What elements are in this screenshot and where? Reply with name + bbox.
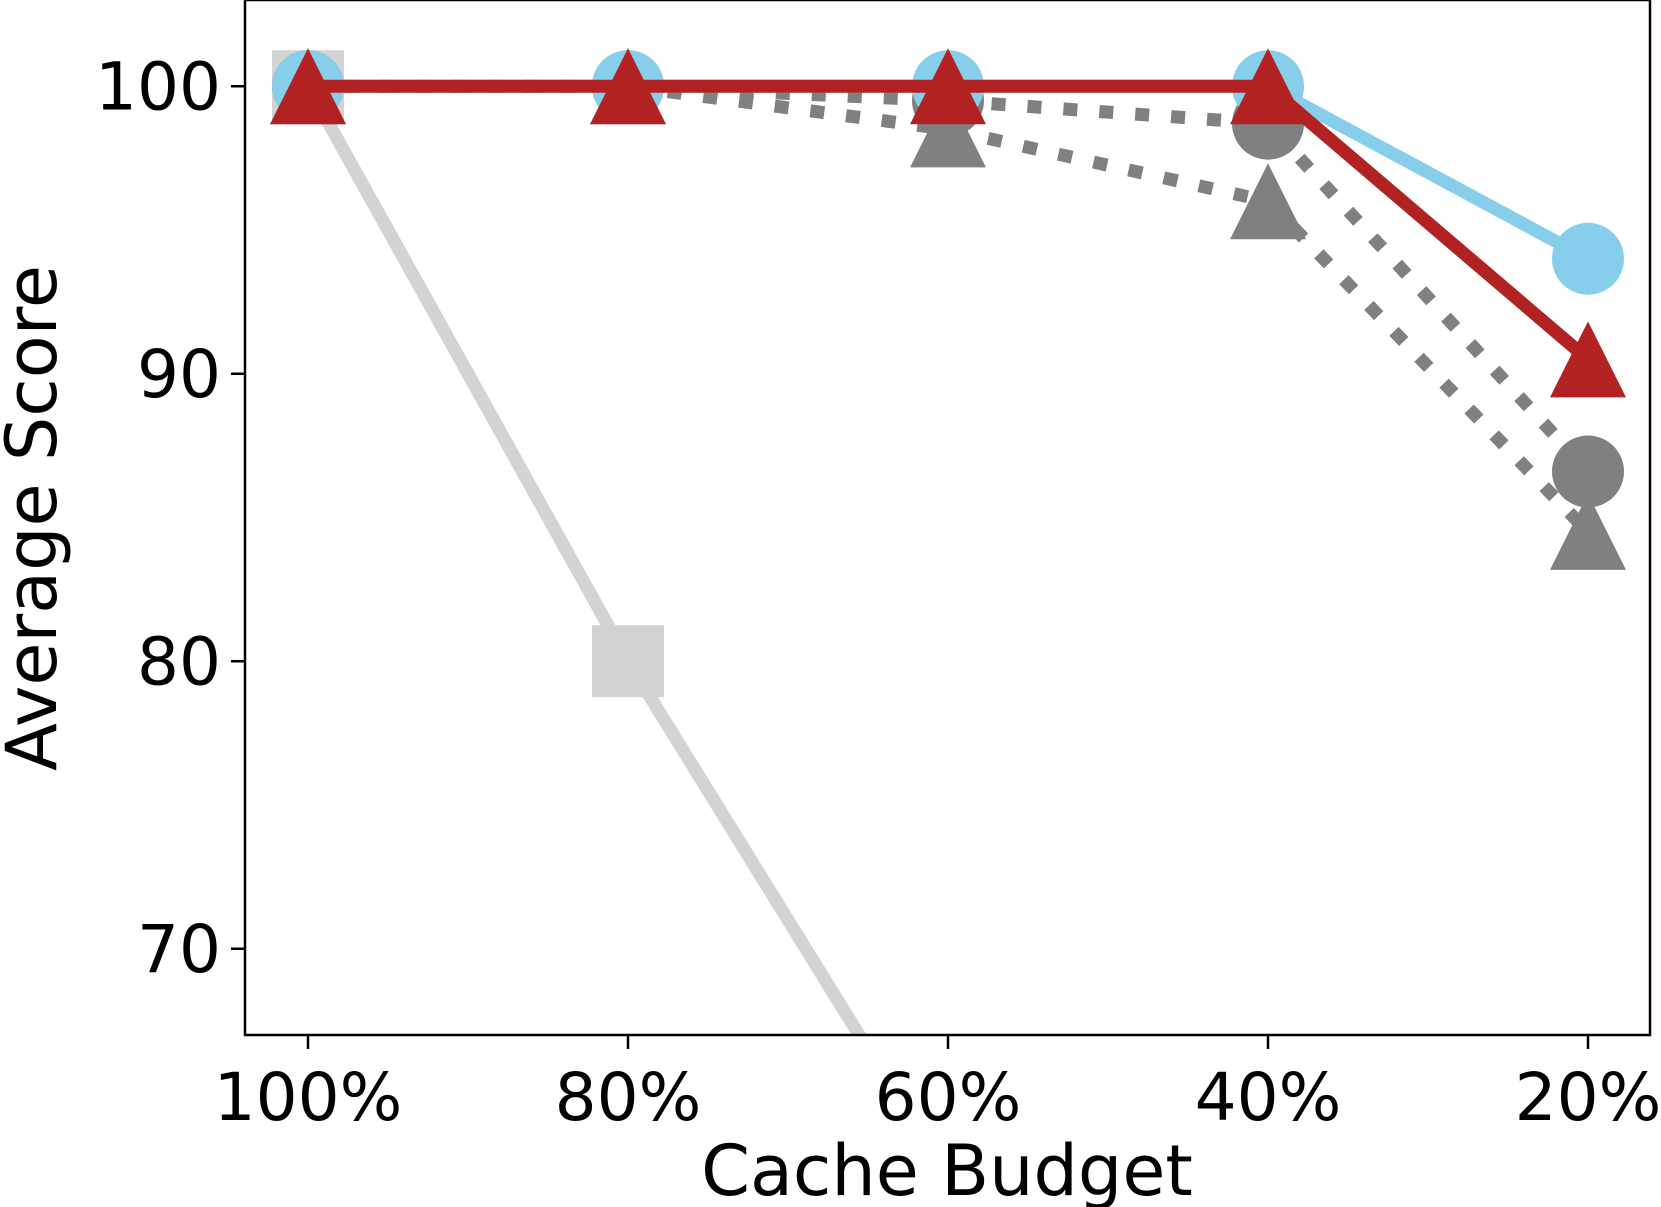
x-axis-label: Cache Budget	[701, 1130, 1193, 1207]
y-tick-label: 70	[137, 911, 221, 988]
data-point	[590, 48, 666, 125]
x-tick-label: 100%	[214, 1059, 403, 1136]
y-tick-label: 100	[95, 48, 221, 125]
series-layer	[270, 48, 1626, 1035]
y-axis-label: Average Score	[0, 265, 73, 771]
data-point	[1230, 48, 1306, 125]
x-tick-label: 20%	[1515, 1059, 1661, 1136]
y-tick-label: 80	[137, 623, 221, 700]
y-axis: 70 80 90 100	[95, 48, 245, 988]
data-point	[1552, 435, 1624, 508]
data-point	[270, 48, 346, 125]
data-point	[910, 48, 986, 125]
series-4	[270, 48, 1626, 398]
series-line	[308, 79, 1593, 537]
data-point	[1552, 222, 1624, 295]
x-tick-label: 60%	[875, 1059, 1022, 1136]
x-tick-label: 40%	[1195, 1059, 1342, 1136]
data-point	[1550, 321, 1626, 398]
data-point	[910, 91, 986, 168]
x-tick-label: 80%	[555, 1059, 702, 1136]
data-point	[1230, 163, 1306, 240]
data-point	[1550, 493, 1626, 570]
y-tick-label: 90	[137, 336, 221, 413]
x-axis: 100% 80% 60% 40% 20%	[214, 1035, 1661, 1136]
data-point	[592, 625, 664, 698]
series-line	[308, 79, 1593, 476]
